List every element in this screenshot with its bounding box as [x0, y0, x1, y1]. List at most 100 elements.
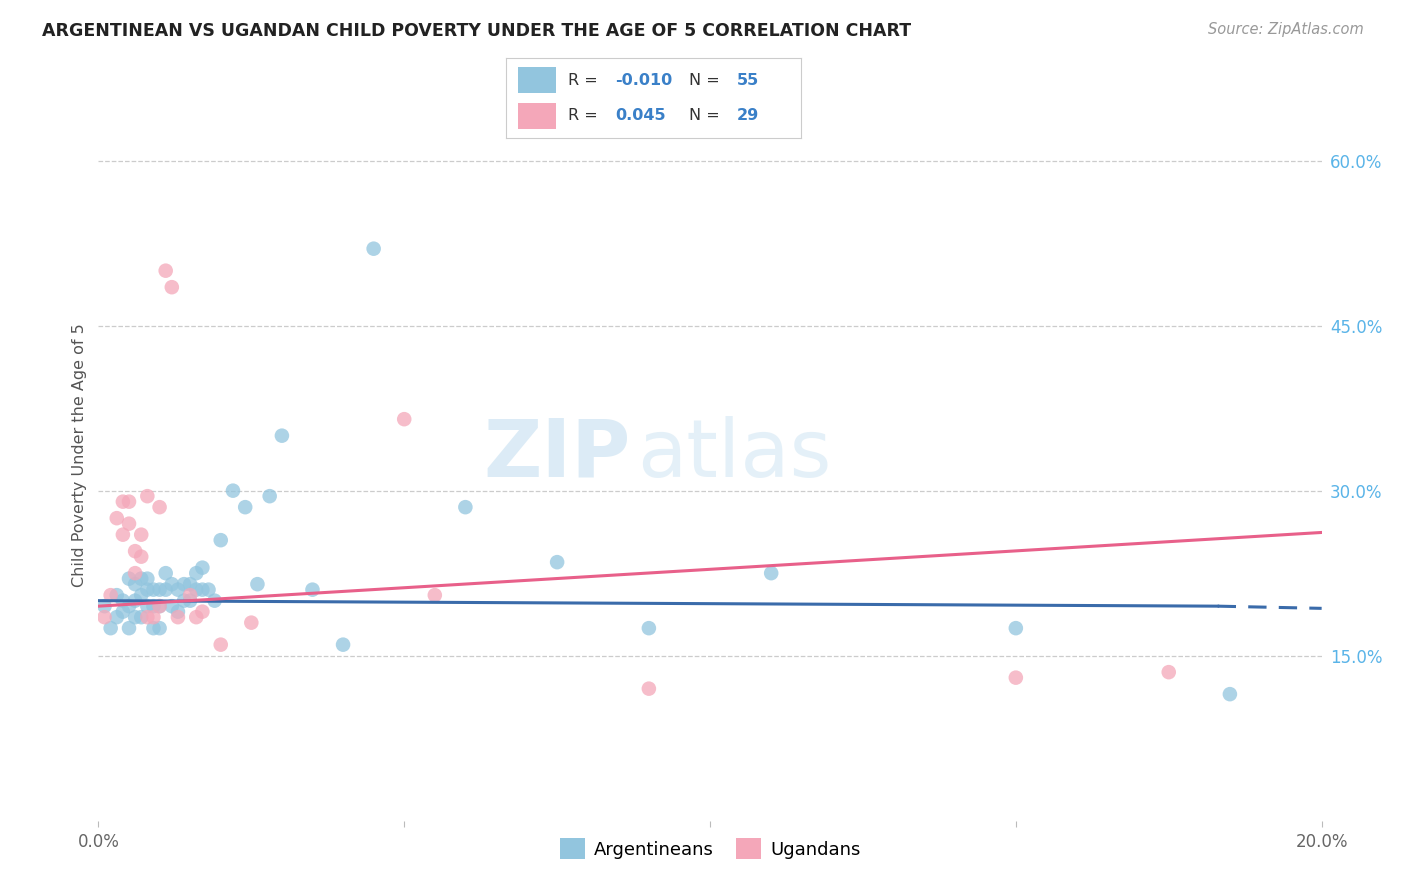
Point [149, 599, 172, 614]
Point [142, 610, 165, 624]
Point [111, 527, 134, 541]
Point [186, 566, 208, 581]
Text: Source: ZipAtlas.com: Source: ZipAtlas.com [1208, 22, 1364, 37]
Point [111, 593, 134, 607]
Point [191, 605, 214, 619]
Point [637, 681, 661, 696]
Point [149, 621, 172, 635]
Point [124, 610, 146, 624]
Point [179, 588, 201, 602]
Text: atlas: atlas [637, 416, 831, 494]
Point [93, 610, 115, 624]
Point [423, 588, 446, 602]
Text: ZIP: ZIP [484, 416, 630, 494]
Text: 0.045: 0.045 [616, 108, 666, 123]
Point [186, 610, 208, 624]
Point [637, 621, 661, 635]
Text: ARGENTINEAN VS UGANDAN CHILD POVERTY UNDER THE AGE OF 5 CORRELATION CHART: ARGENTINEAN VS UGANDAN CHILD POVERTY UND… [42, 22, 911, 40]
Point [173, 593, 195, 607]
Point [204, 593, 226, 607]
Point [136, 572, 159, 586]
Point [118, 572, 141, 586]
Text: R =: R = [568, 72, 603, 87]
Text: 29: 29 [737, 108, 759, 123]
Point [332, 638, 354, 652]
Point [160, 280, 183, 294]
Point [129, 527, 152, 541]
Point [160, 599, 183, 614]
Point [259, 489, 281, 503]
Point [759, 566, 782, 581]
Point [233, 500, 256, 515]
Point [129, 588, 152, 602]
Point [124, 577, 146, 591]
Point [454, 500, 477, 515]
Text: N =: N = [689, 108, 725, 123]
Point [149, 599, 172, 614]
Point [160, 577, 183, 591]
Text: N =: N = [689, 72, 725, 87]
Point [142, 621, 165, 635]
Point [93, 599, 115, 614]
Point [270, 428, 292, 442]
Point [118, 599, 141, 614]
Point [301, 582, 323, 597]
FancyBboxPatch shape [517, 103, 557, 129]
Point [142, 599, 165, 614]
Text: -0.010: -0.010 [616, 72, 672, 87]
Point [546, 555, 568, 569]
Point [167, 605, 190, 619]
Point [105, 511, 128, 525]
Point [179, 577, 201, 591]
Point [392, 412, 416, 426]
Point [155, 263, 177, 277]
Point [191, 560, 214, 574]
Point [149, 582, 172, 597]
Point [124, 593, 146, 607]
Point [136, 582, 159, 597]
Point [155, 582, 177, 597]
Point [118, 516, 141, 531]
Point [363, 242, 385, 256]
Point [167, 610, 190, 624]
Point [129, 549, 152, 564]
Point [142, 582, 165, 597]
Point [167, 582, 190, 597]
Point [100, 621, 122, 635]
Point [222, 483, 245, 498]
Point [240, 615, 263, 630]
Legend: Argentineans, Ugandans: Argentineans, Ugandans [553, 831, 868, 866]
Point [105, 588, 128, 602]
Point [136, 489, 159, 503]
Point [124, 566, 146, 581]
Point [197, 582, 219, 597]
FancyBboxPatch shape [517, 67, 557, 94]
Y-axis label: Child Poverty Under the Age of 5: Child Poverty Under the Age of 5 [72, 323, 87, 587]
Point [209, 533, 232, 548]
Point [209, 638, 232, 652]
Point [129, 572, 152, 586]
Point [100, 588, 122, 602]
Point [155, 566, 177, 581]
Point [246, 577, 269, 591]
Point [1219, 687, 1241, 701]
Point [179, 593, 201, 607]
Text: 55: 55 [737, 72, 759, 87]
Point [1004, 621, 1026, 635]
Point [105, 610, 128, 624]
Text: R =: R = [568, 108, 603, 123]
Point [173, 577, 195, 591]
Point [136, 599, 159, 614]
Point [118, 621, 141, 635]
Point [1157, 665, 1180, 680]
Point [124, 544, 146, 558]
Point [186, 582, 208, 597]
Point [149, 500, 172, 515]
Point [111, 605, 134, 619]
Point [118, 494, 141, 508]
Point [191, 582, 214, 597]
Point [136, 610, 159, 624]
Point [1004, 671, 1026, 685]
Point [111, 494, 134, 508]
Point [129, 610, 152, 624]
